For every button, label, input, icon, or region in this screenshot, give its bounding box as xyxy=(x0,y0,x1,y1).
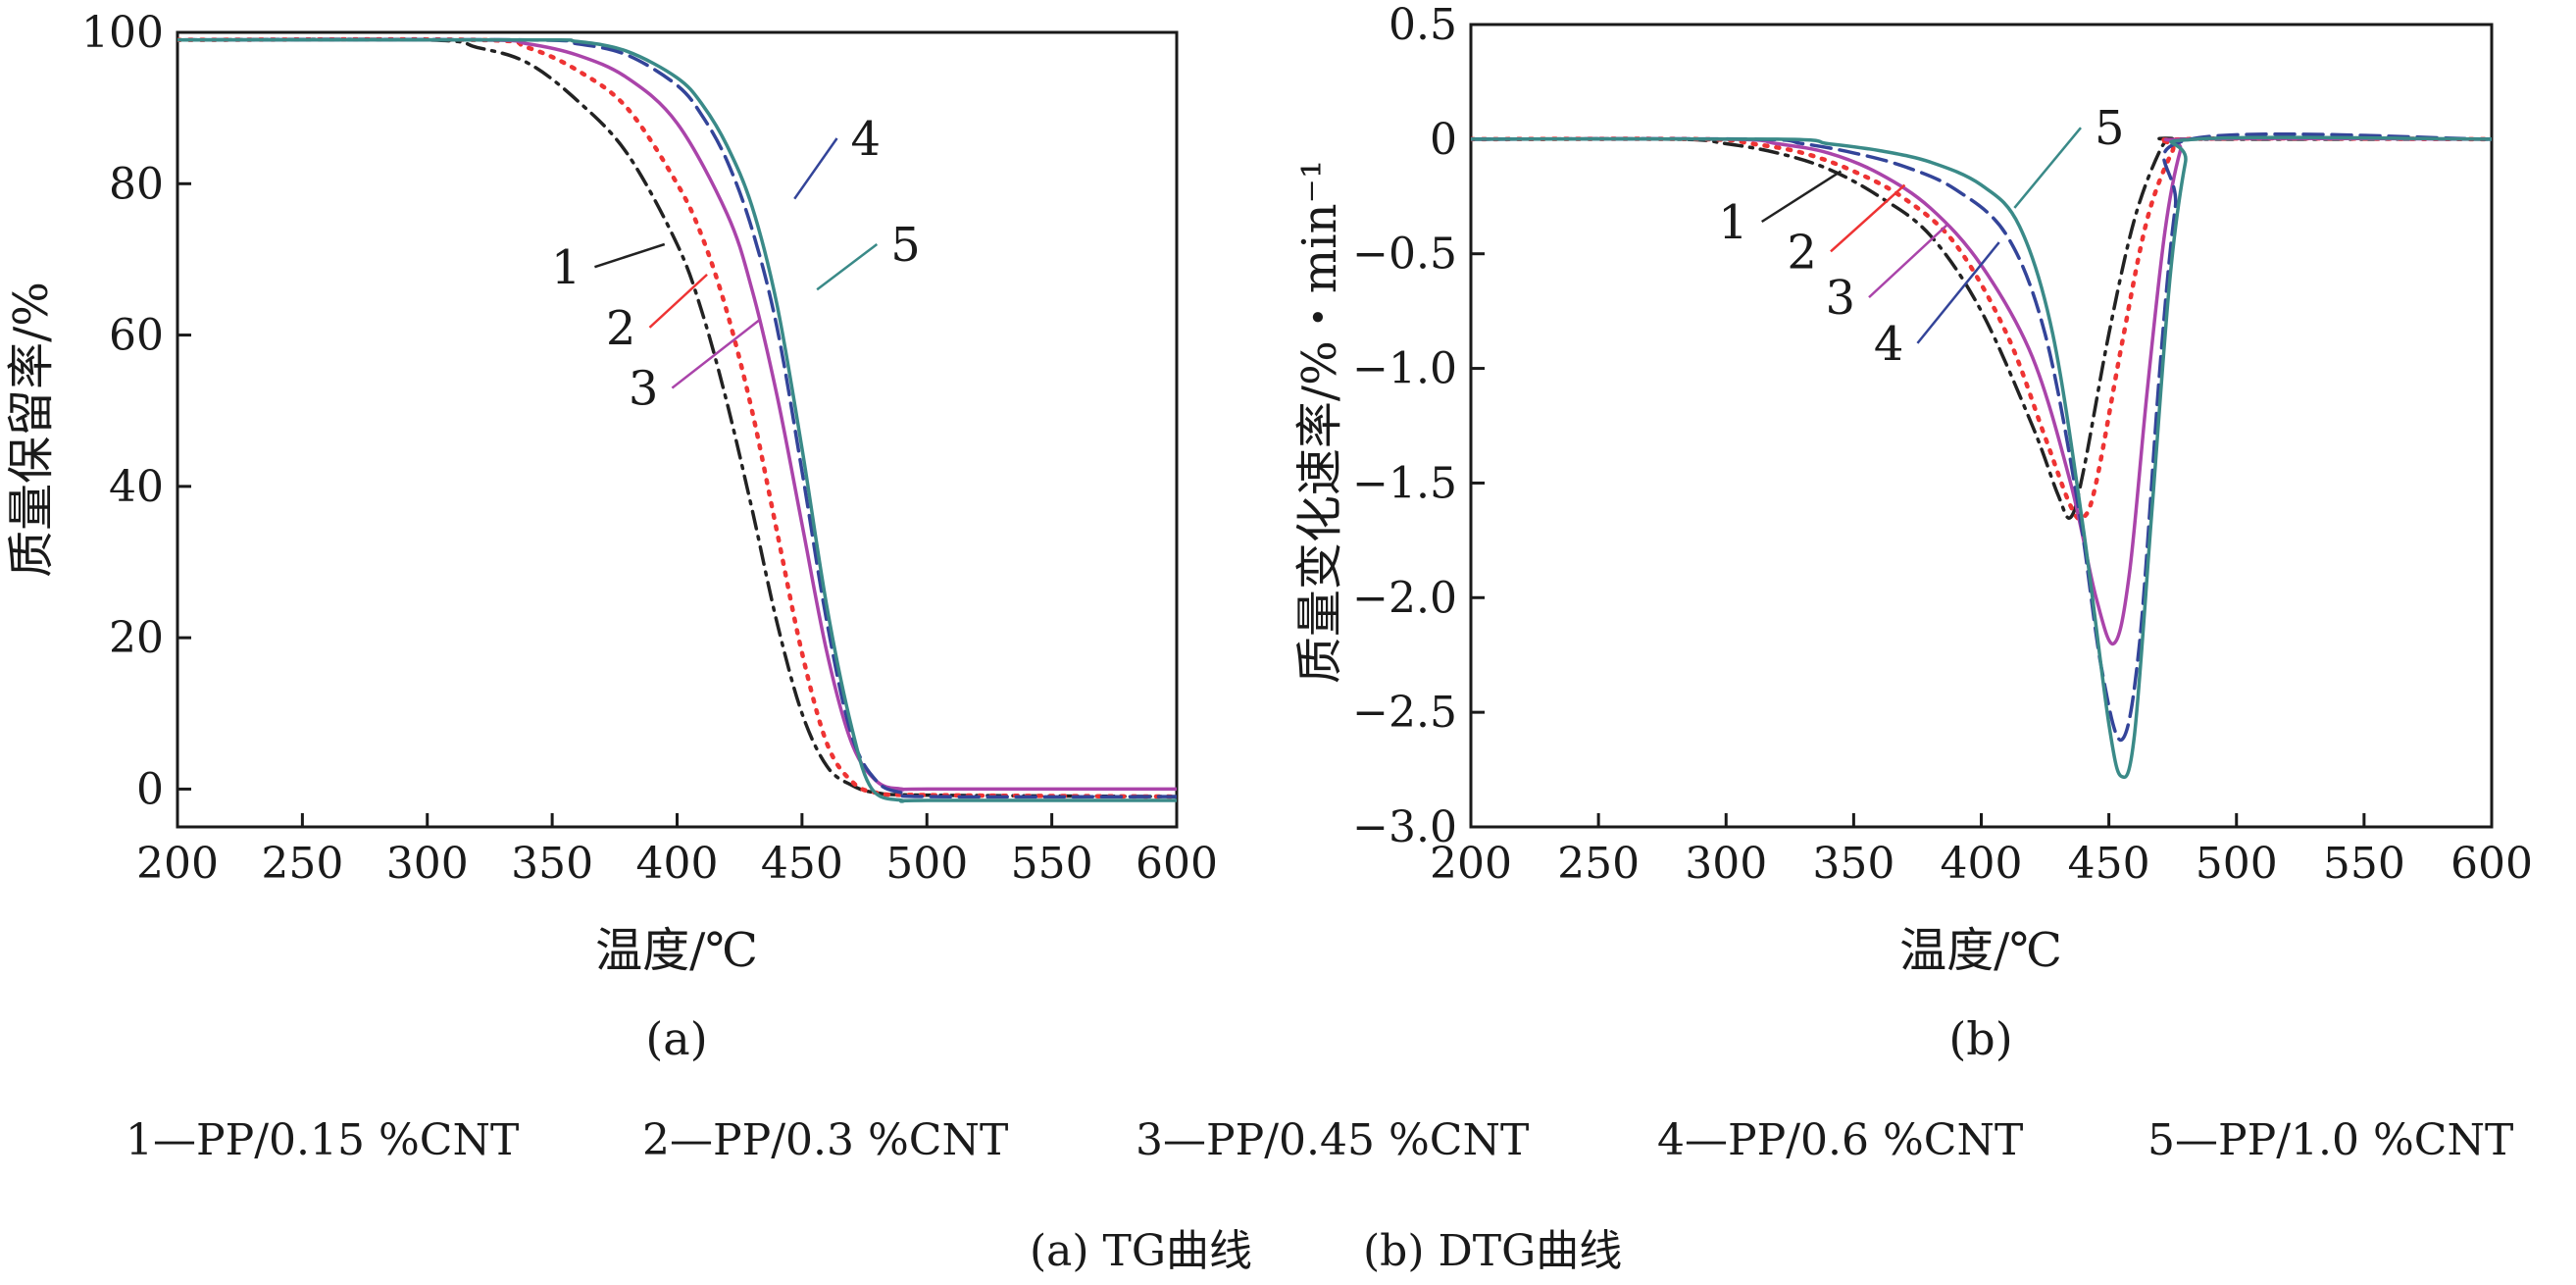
x-tick-label: 450 xyxy=(2068,839,2150,889)
x-tick-label: 450 xyxy=(761,839,843,889)
y-tick-label: 0.5 xyxy=(1389,0,1457,50)
curve-label-4: 4 xyxy=(1874,317,1904,372)
y-tick-label: −2.0 xyxy=(1352,573,1457,623)
x-tick-label: 200 xyxy=(1430,839,1512,889)
x-tick-label: 600 xyxy=(1136,839,1218,889)
legend-item-1: 1—PP/0.15 %CNT xyxy=(126,1115,519,1165)
legend-item-2: 2—PP/0.3 %CNT xyxy=(642,1115,1008,1165)
y-tick-label: 100 xyxy=(81,8,164,58)
caption-dtg: (b) DTG曲线 xyxy=(1363,1226,1622,1276)
x-tick-label: 350 xyxy=(1812,839,1894,889)
y-tick-label: −2.5 xyxy=(1352,688,1457,738)
curve-label-1: 1 xyxy=(1718,195,1748,250)
series-line-4 xyxy=(177,37,1177,799)
x-tick-label: 300 xyxy=(1685,839,1767,889)
y-tick-label: 60 xyxy=(109,311,164,361)
series-line-1 xyxy=(1471,136,2492,521)
series-line-4 xyxy=(1471,131,2492,742)
y-tick-label: 20 xyxy=(109,613,164,663)
y-axis-title: 质量保留率/% xyxy=(4,282,59,578)
curve-label-leader xyxy=(1761,170,1843,224)
curve-label-5: 5 xyxy=(890,218,921,273)
series-line-3 xyxy=(1471,136,2492,645)
panel-label: (a) xyxy=(645,1012,707,1065)
curve-label-2: 2 xyxy=(606,301,636,356)
curve-label-3: 3 xyxy=(1825,271,1855,326)
curve-label-3: 3 xyxy=(629,362,659,417)
curve-label-leader xyxy=(1830,183,1906,253)
x-tick-label: 550 xyxy=(2323,839,2405,889)
y-axis-title: 质量变化速率/%・min⁻¹ xyxy=(1292,160,1347,684)
series-line-3 xyxy=(177,37,1177,792)
chart-tg: 200 250 300 350 400 450 500 550 600 0 20 40 60 80 100 温… xyxy=(4,8,1218,1065)
y-tick-label: −3.0 xyxy=(1352,802,1457,852)
series-line-5 xyxy=(1471,135,2492,780)
curve-label-2: 2 xyxy=(1787,225,1817,280)
legend-item-3: 3—PP/0.45 %CNT xyxy=(1136,1115,1529,1165)
legend-item-4: 4—PP/0.6 %CNT xyxy=(1657,1115,2023,1165)
curve-label-leader xyxy=(1868,223,1949,299)
y-tick-label: 0 xyxy=(1430,115,1457,165)
x-tick-label: 300 xyxy=(386,839,469,889)
x-tick-label: 250 xyxy=(261,839,343,889)
curve-label-leader xyxy=(671,319,761,389)
y-tick-label: 0 xyxy=(136,764,164,814)
curve-label-leader xyxy=(648,273,708,329)
x-tick-label: 200 xyxy=(136,839,219,889)
x-tick-label: 500 xyxy=(2196,839,2278,889)
series-group xyxy=(1471,131,2492,780)
series-line-2 xyxy=(177,36,1177,799)
x-tick-label: 500 xyxy=(885,839,968,889)
legend-item-5: 5—PP/1.0 %CNT xyxy=(2147,1115,2513,1165)
x-axis-title: 温度/℃ xyxy=(595,923,758,978)
x-tick-label: 350 xyxy=(511,839,593,889)
curve-label-5: 5 xyxy=(2095,101,2125,156)
curve-label-1: 1 xyxy=(551,240,581,295)
y-tick-label: −1.5 xyxy=(1352,458,1457,508)
curve-label-leader xyxy=(2013,127,2082,209)
curve-label-leader xyxy=(594,242,666,269)
curve-label-4: 4 xyxy=(851,112,882,167)
plot-frame xyxy=(176,30,1179,829)
x-tick-label: 400 xyxy=(1941,839,2023,889)
caption: (a) TG曲线 (b) DTG曲线 xyxy=(1030,1226,1622,1276)
x-tick-label: 550 xyxy=(1011,839,1093,889)
y-tick-label: −0.5 xyxy=(1352,230,1457,280)
y-tick-label: 40 xyxy=(109,462,164,512)
x-tick-label: 600 xyxy=(2450,839,2533,889)
curve-label-leader xyxy=(1916,241,2000,344)
caption-tg: (a) TG曲线 xyxy=(1030,1226,1252,1276)
series-line-2 xyxy=(1471,135,2492,522)
curve-label-leader xyxy=(793,137,838,200)
series-line-1 xyxy=(177,37,1177,798)
y-tick-label: −1.0 xyxy=(1352,344,1457,394)
curve-label-leader xyxy=(816,243,879,291)
x-tick-label: 400 xyxy=(636,839,719,889)
plot-frame xyxy=(1469,23,2494,829)
y-tick-label: 80 xyxy=(109,159,164,209)
series-line-5 xyxy=(177,37,1177,803)
x-tick-label: 250 xyxy=(1557,839,1640,889)
panel-label: (b) xyxy=(1948,1012,2012,1065)
chart-dtg: 200 250 300 350 400 450 500 550 600−3.0−2.5−2.0−… xyxy=(1292,0,2533,1065)
legend-line: 1—PP/0.15 %CNT 2—PP/0.3 %CNT 3—PP/0.45 %… xyxy=(126,1115,2513,1165)
x-axis-title: 温度/℃ xyxy=(1899,923,2062,978)
series-group xyxy=(177,36,1177,803)
